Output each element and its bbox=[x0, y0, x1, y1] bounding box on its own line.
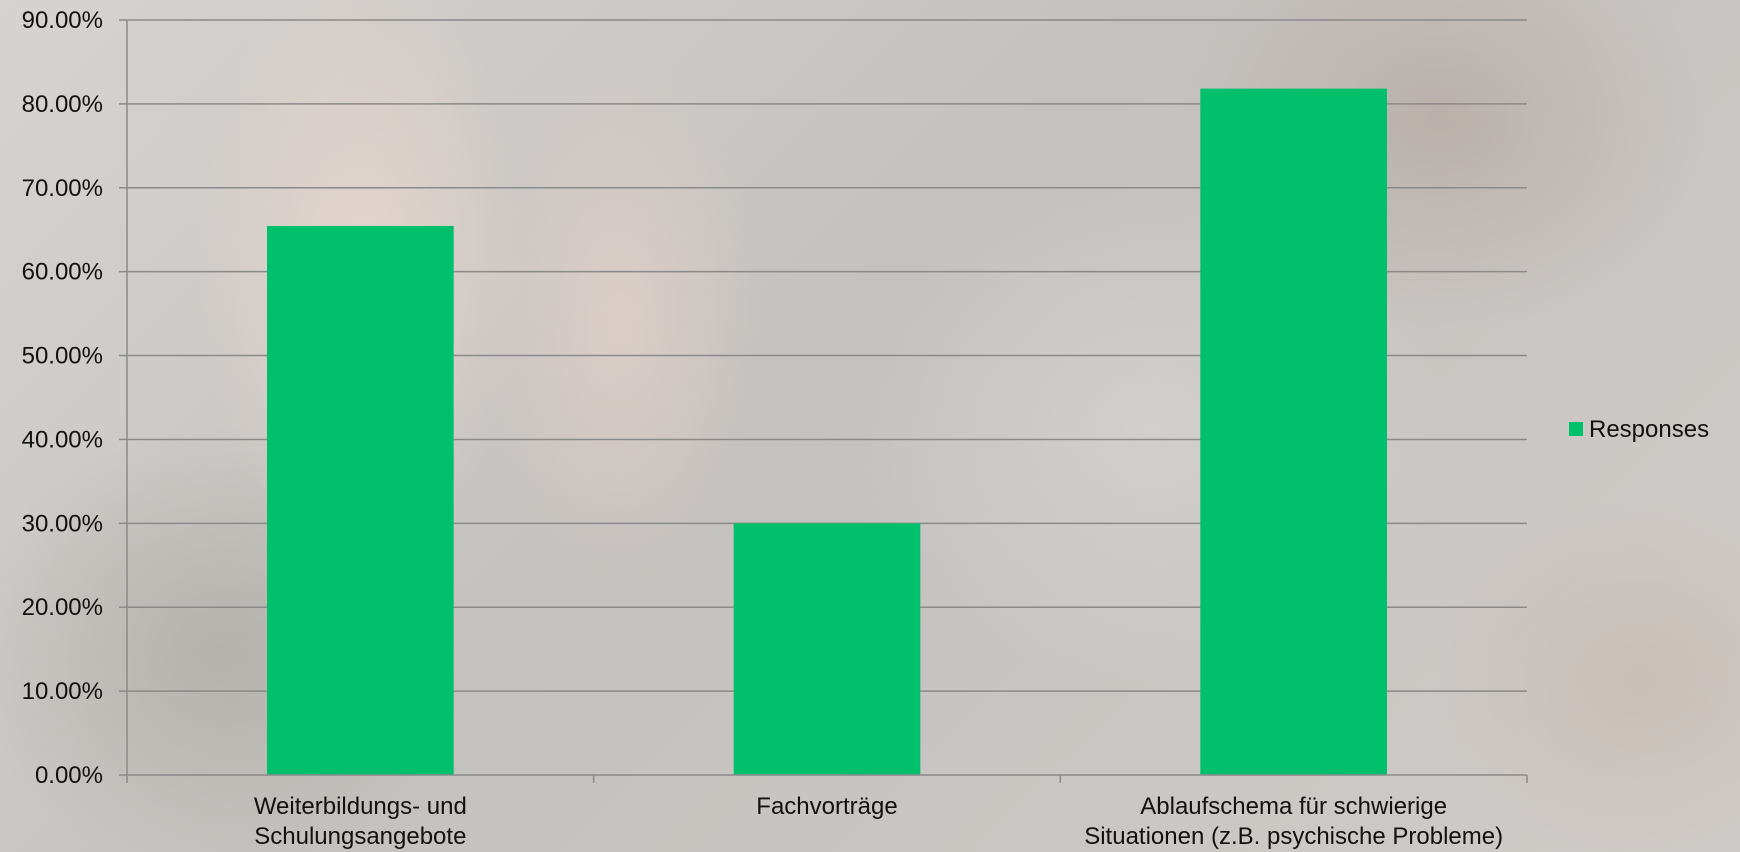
bars bbox=[267, 88, 1387, 776]
x-category-label: Fachvorträge bbox=[756, 793, 897, 820]
y-tick-label: 60.00% bbox=[22, 259, 103, 286]
y-tick-label: 0.00% bbox=[35, 762, 103, 789]
x-category-label: Weiterbildungs- und Schulungsangebote bbox=[254, 793, 467, 850]
bar-1 bbox=[267, 225, 454, 776]
y-tick-label: 70.00% bbox=[22, 175, 103, 202]
legend: Responses bbox=[1569, 416, 1709, 443]
y-tick-label: 20.00% bbox=[22, 594, 103, 621]
x-category-label-line: Ablaufschema für schwierige bbox=[1140, 793, 1447, 820]
bar-2 bbox=[733, 523, 921, 775]
x-category-label-line: Situationen (z.B. psychische Probleme) bbox=[1084, 823, 1503, 850]
axes bbox=[119, 19, 1528, 783]
y-tick-label: 80.00% bbox=[22, 91, 103, 118]
x-axis-category-labels: Weiterbildungs- und Schulungsangebote Fach… bbox=[254, 793, 1503, 850]
y-tick-label: 40.00% bbox=[22, 426, 103, 453]
y-tick-label: 30.00% bbox=[22, 510, 103, 537]
legend-label: Responses bbox=[1589, 416, 1709, 443]
x-category-label-line: Weiterbildungs- und bbox=[254, 793, 467, 820]
x-category-label-line: Schulungsangebote bbox=[254, 823, 466, 850]
x-category-label-line: Fachvorträge bbox=[756, 793, 897, 820]
y-axis-tick-labels: 0.00% 10.00% 20.00% 30.00% 40.00% 50.00% 60.00… bbox=[22, 7, 103, 789]
y-tick-label: 90.00% bbox=[22, 7, 103, 34]
y-tick-label: 50.00% bbox=[22, 343, 103, 370]
bar-3 bbox=[1200, 88, 1387, 776]
legend-swatch bbox=[1569, 422, 1583, 436]
y-tick-label: 10.00% bbox=[22, 678, 103, 705]
x-category-label: Ablaufschema für schwierige Situationen (… bbox=[1084, 793, 1503, 850]
